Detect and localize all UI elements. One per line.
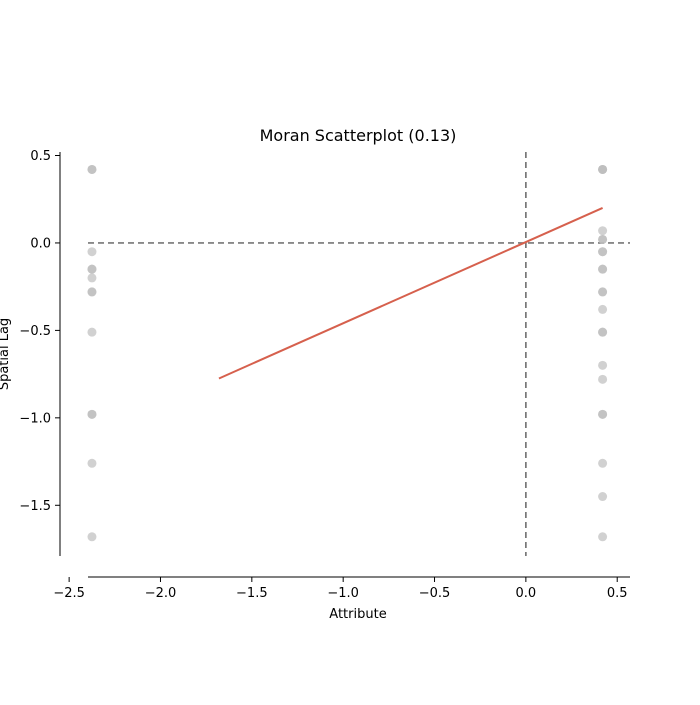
data-point bbox=[598, 226, 608, 236]
y-tick-label: 0.0 bbox=[30, 236, 51, 251]
chart-title: Moran Scatterplot (0.13) bbox=[260, 126, 457, 145]
data-point bbox=[87, 247, 97, 257]
data-point bbox=[598, 264, 608, 274]
x-tick-label: −1.5 bbox=[236, 586, 268, 601]
data-point bbox=[598, 287, 608, 297]
y-tick-label: −1.0 bbox=[19, 411, 51, 426]
y-tick-label: −0.5 bbox=[19, 324, 51, 339]
x-tick-label: −2.0 bbox=[145, 586, 177, 601]
x-axis-label: Attribute bbox=[329, 607, 386, 622]
x-axis-ticks: −2.5 −2.0 −1.5 −1.0 −0.5 0.0 0.5 bbox=[53, 577, 628, 601]
y-axis-ticks: 0.5 0.0 −0.5 −1.0 −1.5 bbox=[19, 149, 60, 514]
y-tick-label: 0.5 bbox=[30, 149, 51, 164]
regression-line-layer bbox=[218, 207, 604, 380]
data-point bbox=[87, 458, 97, 468]
data-point bbox=[87, 264, 97, 274]
data-point bbox=[598, 327, 608, 337]
data-point bbox=[87, 287, 97, 297]
data-point bbox=[87, 164, 97, 174]
y-tick-label: −1.5 bbox=[19, 499, 51, 514]
data-point bbox=[598, 164, 608, 174]
x-tick-label: −0.5 bbox=[419, 586, 451, 601]
x-tick-label: −1.0 bbox=[327, 586, 359, 601]
x-tick-label: 0.0 bbox=[516, 586, 537, 601]
data-point bbox=[598, 234, 608, 244]
data-point bbox=[598, 458, 608, 468]
data-point bbox=[87, 409, 97, 419]
data-point bbox=[598, 492, 608, 502]
x-tick-label: −2.5 bbox=[53, 586, 85, 601]
data-point bbox=[598, 532, 608, 542]
reference-lines bbox=[88, 152, 630, 556]
data-point bbox=[598, 247, 608, 257]
data-point bbox=[87, 273, 97, 283]
y-axis-label: Spatial Lag bbox=[0, 318, 12, 390]
axes bbox=[59, 152, 630, 578]
data-point bbox=[87, 532, 97, 542]
data-point bbox=[87, 327, 97, 337]
data-point bbox=[598, 374, 608, 384]
scatter-points bbox=[87, 164, 608, 542]
x-tick-label: 0.5 bbox=[607, 586, 628, 601]
data-point bbox=[598, 304, 608, 314]
regression-line bbox=[218, 207, 604, 380]
data-point bbox=[598, 360, 608, 370]
data-point bbox=[598, 409, 608, 419]
